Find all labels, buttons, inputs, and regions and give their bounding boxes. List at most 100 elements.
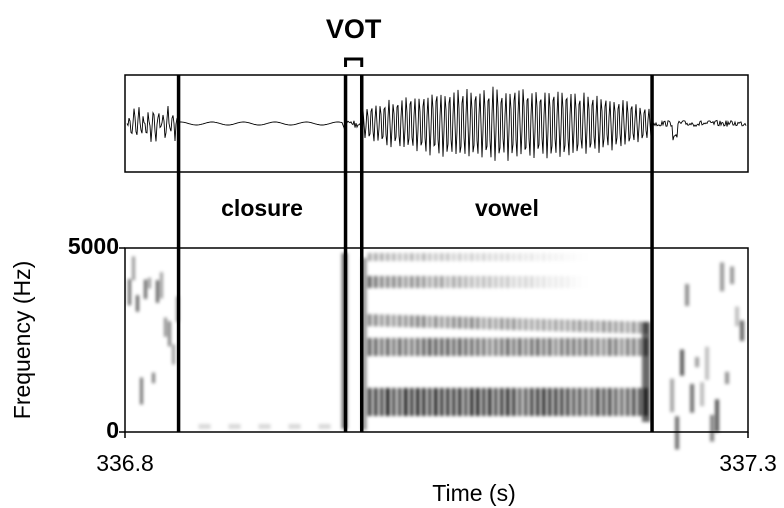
- spectrogram-cell: [398, 338, 402, 356]
- spectrogram-cell: [428, 388, 432, 416]
- spectrogram-cell: [229, 424, 241, 429]
- spectrogram-cell: [626, 253, 630, 261]
- spectrogram-cell: [458, 253, 462, 261]
- spectrogram-cell: [542, 388, 546, 416]
- spectrogram-cell: [464, 388, 468, 416]
- spectrogram-cell: [626, 321, 630, 333]
- spectrogram-cell: [695, 357, 699, 367]
- spectrogram-cell: [740, 320, 744, 340]
- spectrogram-cell: [410, 253, 414, 261]
- spectrogram-cell: [392, 388, 396, 416]
- spectrogram-cell: [675, 416, 679, 449]
- spectrogram-cell: [464, 338, 468, 356]
- spectrogram-cell: [548, 319, 552, 331]
- spectrogram-cell: [374, 253, 378, 261]
- spectrogram-cell: [524, 338, 528, 356]
- spectrogram-cell: [566, 338, 570, 356]
- spectrogram-cell: [638, 253, 642, 261]
- spectrogram-cell: [614, 253, 618, 261]
- x-tick-label: 336.8: [96, 450, 154, 476]
- spectrogram-cell: [578, 338, 582, 356]
- y-tick-label: 0: [106, 417, 119, 443]
- spectrogram-cell: [386, 315, 390, 327]
- spectrogram-cell: [632, 388, 636, 416]
- spectrogram-cell: [482, 253, 486, 261]
- spectrogram-cell: [720, 262, 724, 291]
- spectrogram-cell: [434, 253, 438, 261]
- x-axis-label: Time (s): [432, 480, 515, 506]
- spectrogram-cell: [596, 276, 600, 288]
- spectrogram-cell: [488, 276, 492, 288]
- spectrogram-cell: [422, 388, 426, 416]
- spectrogram-cell: [452, 388, 456, 416]
- spectrogram-cell: [518, 318, 522, 330]
- spectrogram-cell: [434, 316, 438, 328]
- spectrogram-cell: [620, 321, 624, 333]
- spectrogram-cell: [422, 253, 426, 261]
- spectrogram-cell: [632, 338, 636, 356]
- spectrogram-cell: [542, 319, 546, 331]
- spectrogram-cell: [572, 388, 576, 416]
- spectrogram-cell: [380, 276, 384, 288]
- spectrogram-cell: [518, 338, 522, 356]
- spectrogram-cell: [638, 388, 642, 416]
- spectrogram-cell: [380, 314, 384, 326]
- spectrogram-cell: [464, 276, 468, 288]
- spectrogram-cell: [458, 388, 462, 416]
- spectrogram-cell: [386, 338, 390, 356]
- spectrogram-cell: [548, 276, 552, 288]
- spectrogram-cell: [566, 388, 570, 416]
- spectrogram-cell: [440, 276, 444, 288]
- spectrogram-cell: [572, 253, 576, 261]
- spectrogram-cell: [380, 388, 384, 416]
- spectrogram-cell: [542, 253, 546, 261]
- spectrogram-cell: [446, 316, 450, 328]
- spectrogram-cell: [500, 253, 504, 261]
- spectrogram-cell: [506, 388, 510, 416]
- spectrogram-cell: [578, 253, 582, 261]
- spectrogram-cell: [536, 319, 540, 331]
- page: Time (s) Frequency (Hz) 336.8337.305000c…: [0, 0, 784, 508]
- spectrogram-cell: [596, 253, 600, 261]
- spectrogram-cell: [494, 388, 498, 416]
- spectrogram-cell: [584, 388, 588, 416]
- spectrogram-cell: [416, 338, 420, 356]
- spectrogram-cell: [152, 373, 155, 383]
- spectrogram-cell: [554, 319, 558, 331]
- spectrogram-cell: [168, 321, 171, 346]
- spectrogram-cell: [614, 276, 618, 288]
- spectrogram-cell: [548, 253, 552, 261]
- spectrogram-cell: [392, 253, 396, 261]
- spectrogram-cell: [440, 388, 444, 416]
- spectrogram-cell: [500, 338, 504, 356]
- spectrogram-cell: [512, 388, 516, 416]
- spectrogram-cell: [572, 320, 576, 332]
- spectrogram-cell: [470, 276, 474, 288]
- spectrogram-cell: [404, 338, 408, 356]
- spectrogram-cell: [685, 284, 689, 306]
- spectrogram-cell: [548, 388, 552, 416]
- spectrogram-cell: [512, 253, 516, 261]
- spectrogram-cell: [614, 321, 618, 333]
- spectrogram-cell: [476, 276, 480, 288]
- spectrogram-cell: [132, 256, 135, 280]
- spectrogram-cell: [560, 276, 564, 288]
- spectrogram-cell: [470, 338, 474, 356]
- spectrogram-cell: [416, 388, 420, 416]
- spectrogram-cell: [530, 388, 534, 416]
- spectrogram-cell: [530, 276, 534, 288]
- spectrogram-cell: [536, 388, 540, 416]
- spectrogram-cell: [156, 280, 159, 303]
- spectrogram-cell: [494, 276, 498, 288]
- spectrogram-cell: [590, 388, 594, 416]
- spectrogram-cell: [488, 388, 492, 416]
- spectrogram-cell: [512, 338, 516, 356]
- spectrogram-cell: [136, 295, 139, 311]
- spectrogram-cell: [548, 338, 552, 356]
- spectrogram-cell: [482, 276, 486, 288]
- spectrogram-cell: [500, 276, 504, 288]
- spectrogram-cell: [452, 338, 456, 356]
- spectrogram-cell: [440, 316, 444, 328]
- spectrogram-cell: [554, 253, 558, 261]
- spectrogram-cell: [160, 272, 163, 298]
